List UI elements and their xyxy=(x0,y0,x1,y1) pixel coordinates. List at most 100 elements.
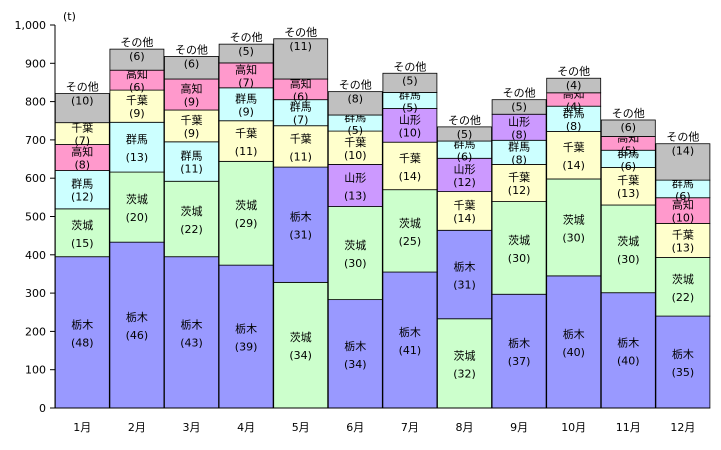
segment-name-label: 群馬 xyxy=(508,139,530,153)
segment-name-label: その他 xyxy=(230,31,263,44)
segment-share-label: (30) xyxy=(617,253,640,266)
segment-share-label: (8) xyxy=(566,120,582,133)
segment-share-label: (4) xyxy=(566,100,582,113)
segment-name-label: 栃木 xyxy=(71,317,93,331)
segment-share-label: (10) xyxy=(71,95,94,108)
segment-share-label: (9) xyxy=(184,127,200,140)
bar-segment xyxy=(273,99,329,127)
segment-name-label: 山形 xyxy=(508,115,530,128)
bar-9月: 栃木(37)茨城(30)千葉(12)群馬(8)山形(8)その他(5) xyxy=(491,87,547,409)
segment-share-label: (10) xyxy=(344,149,367,162)
bar-segment xyxy=(164,109,219,143)
y-tick-label: 900 xyxy=(25,57,46,70)
segment-name-label: 栃木 xyxy=(399,325,421,339)
bar-segment xyxy=(327,299,383,409)
bar-10月: 栃木(40)茨城(30)千葉(14)群馬(8)高知(4)その他(4) xyxy=(546,65,602,409)
segment-share-label: (6) xyxy=(293,90,309,103)
segment-share-label: (31) xyxy=(289,229,312,242)
y-tick-label: 1,000 xyxy=(15,19,47,32)
x-tick-label: 5月 xyxy=(292,421,310,434)
segment-share-label: (37) xyxy=(508,355,531,368)
segment-share-label: (6) xyxy=(184,57,200,70)
y-tick-label: 800 xyxy=(25,96,46,109)
segment-share-label: (9) xyxy=(129,107,145,120)
segment-name-label: その他 xyxy=(557,65,590,78)
segment-name-label: 山形 xyxy=(344,171,366,184)
segment-share-label: (5) xyxy=(511,101,527,114)
segment-name-label: 栃木 xyxy=(235,322,257,336)
bar-3月: 栃木(43)茨城(22)群馬(11)千葉(9)高知(9)その他(6) xyxy=(164,43,219,409)
bar-segment xyxy=(273,166,329,283)
segment-name-label: 群馬 xyxy=(181,149,203,163)
segment-share-label: (31) xyxy=(453,279,476,292)
segment-name-label: その他 xyxy=(666,131,699,144)
bar-segment xyxy=(600,119,656,137)
segment-name-label: その他 xyxy=(612,107,645,120)
segment-share-label: (30) xyxy=(508,252,531,265)
segment-name-label: その他 xyxy=(503,87,536,100)
bar-segment xyxy=(491,139,547,165)
segment-name-label: 群馬 xyxy=(71,177,93,191)
segment-name-label: 群馬 xyxy=(290,100,312,114)
bar-segment xyxy=(164,141,219,182)
segment-name-label: 高知 xyxy=(71,145,93,159)
segment-share-label: (20) xyxy=(126,211,149,224)
x-tick-label: 4月 xyxy=(237,421,255,434)
bar-segment xyxy=(218,120,274,162)
segment-share-label: (9) xyxy=(184,96,200,109)
bar-segment xyxy=(437,229,492,320)
segment-name-label: 茨城 xyxy=(290,330,312,344)
bar-segment xyxy=(382,108,438,143)
segment-share-label: (34) xyxy=(289,349,312,362)
segment-name-label: 千葉 xyxy=(126,93,148,107)
bar-segment xyxy=(382,72,438,93)
bar-1月: 栃木 (48) 茨城 (15) 群馬(12) 高知(8) 千葉(7) その他(10) xyxy=(54,81,110,409)
segment-name-label: 千葉 xyxy=(290,131,312,145)
bar-segment xyxy=(382,141,438,191)
y-tick-label: 600 xyxy=(25,172,46,185)
bar-segment xyxy=(109,89,165,123)
segment-name-label: 千葉 xyxy=(563,140,585,154)
segment-name-label: 茨城 xyxy=(672,272,694,286)
bar-segment xyxy=(54,256,110,409)
segment-share-label: (25) xyxy=(399,235,422,248)
segment-share-label: (41) xyxy=(399,344,422,357)
segment-share-label: (4) xyxy=(566,79,582,92)
x-tick-label: 3月 xyxy=(183,421,201,434)
x-tick-label: 11月 xyxy=(616,421,641,434)
segment-share-label: (11) xyxy=(289,40,312,53)
bar-segment xyxy=(327,91,383,116)
segment-name-label: 栃木 xyxy=(617,335,639,349)
segment-name-label: 千葉 xyxy=(181,113,203,127)
x-tick-label: 6月 xyxy=(346,421,364,434)
segment-share-label: (8) xyxy=(348,93,364,106)
x-tick-label: 8月 xyxy=(456,421,474,434)
bar-segment xyxy=(655,222,711,258)
bar-7月: 栃木(41)茨城(25)千葉(14)山形(10)群馬(5)その他(5) xyxy=(382,60,438,409)
segment-share-label: (5) xyxy=(348,124,364,137)
segment-share-label: (22) xyxy=(672,291,695,304)
segment-name-label: その他 xyxy=(448,114,481,127)
bar-segment xyxy=(327,130,383,165)
segment-share-label: (32) xyxy=(453,367,476,380)
segment-share-label: (40) xyxy=(562,346,585,359)
segment-share-label: (14) xyxy=(453,212,476,225)
bar-segment xyxy=(218,43,274,64)
segment-share-label: (5) xyxy=(457,128,473,141)
y-tick-label: 400 xyxy=(25,249,46,262)
segment-name-label: 高知 xyxy=(290,76,312,90)
bar-segment xyxy=(600,204,656,294)
bar-segment xyxy=(273,38,329,80)
bar-12月: 栃木(35)茨城(22)千葉(13)高知(10)群馬(6)その他(14) xyxy=(655,131,711,409)
bar-segment xyxy=(218,87,274,122)
segment-name-label: 茨城 xyxy=(126,192,148,206)
segment-share-label: (46) xyxy=(126,329,149,342)
segment-share-label: (12) xyxy=(453,176,476,189)
segment-share-label: (7) xyxy=(75,135,91,148)
y-tick-label: 300 xyxy=(25,287,46,300)
segment-name-label: 千葉 xyxy=(454,198,476,212)
bar-segment xyxy=(491,164,547,202)
segment-share-label: (10) xyxy=(399,126,422,139)
bar-2月: 栃木(46)茨城(20)群馬(13)千葉(9)高知(6)その他(6) xyxy=(109,36,165,409)
segment-name-label: 千葉 xyxy=(71,121,93,135)
